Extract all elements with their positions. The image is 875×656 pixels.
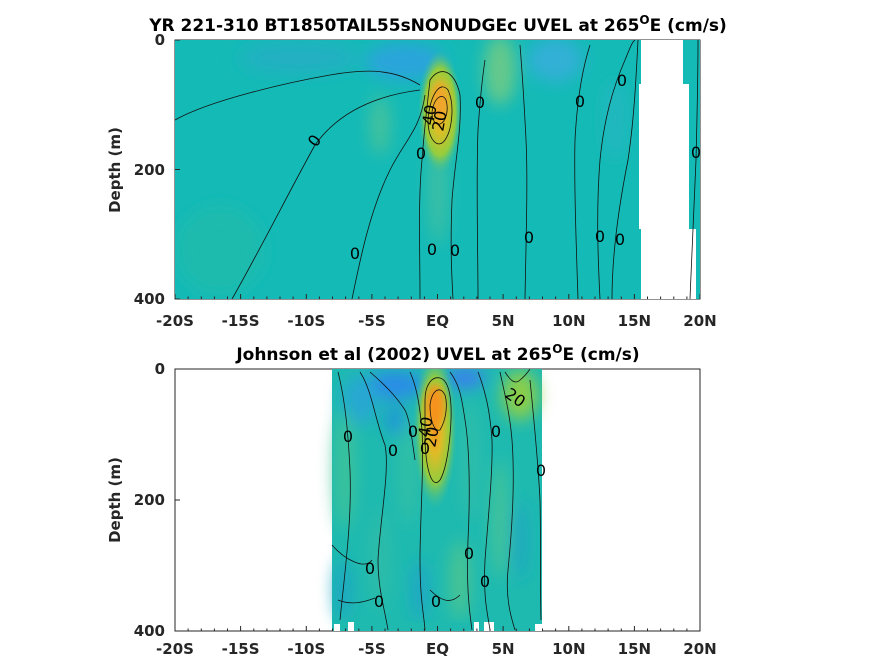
y-tick-label: 200 xyxy=(134,161,165,179)
contour-label: 0 xyxy=(491,422,501,441)
contour-label: 0 xyxy=(416,144,426,163)
x-tick-label: -15S xyxy=(222,312,260,330)
contour-label: 0 xyxy=(420,439,430,458)
y-tick-label: 0 xyxy=(155,360,165,378)
contour-label: 20 xyxy=(420,425,442,448)
x-tick-label: -15S xyxy=(222,640,260,656)
contour-label: 0 xyxy=(374,592,384,611)
x-tick-label: -20S xyxy=(156,312,194,330)
x-tick-label: -10S xyxy=(287,640,325,656)
x-tick-label: 5N xyxy=(492,640,515,656)
bottom-y-ticks: 0 200 400 xyxy=(134,360,180,640)
x-tick-marks xyxy=(174,626,701,631)
bottom-contour-labels: 0 0 0 40 0 20 20 0 0 0 0 0 0 0 xyxy=(343,384,546,611)
x-tick-label: -5S xyxy=(358,312,385,330)
top-contour-lines xyxy=(175,40,699,299)
bottom-contour-lines xyxy=(331,369,542,631)
contour-label: 0 xyxy=(524,228,534,247)
bottom-panel: Johnson et al (2002) UVEL at 265OE (cm/s… xyxy=(106,342,717,656)
contour-label: 40 xyxy=(414,415,436,438)
contour-label: 0 xyxy=(617,71,627,90)
contour-label: 0 xyxy=(595,227,605,246)
contour-label: 0 xyxy=(365,559,375,578)
y-tick-marks xyxy=(175,368,180,632)
x-tick-label: 10N xyxy=(552,640,585,656)
x-tick-label: -10S xyxy=(287,312,325,330)
x-tick-label: 10N xyxy=(552,312,585,330)
contour-label: 0 xyxy=(536,461,546,480)
contour-label: 0 xyxy=(475,93,485,112)
top-panel: YR 221-310 BT1850TAIL55sNONUDGEc UVEL at… xyxy=(106,13,727,330)
x-tick-label: 15N xyxy=(618,312,651,330)
contour-label: 40 xyxy=(418,103,440,126)
bottom-y-axis-label: Depth (m) xyxy=(106,457,124,543)
contour-label: 0 xyxy=(427,240,437,259)
contour-label: 0 xyxy=(575,92,585,111)
contour-label: 0 xyxy=(480,572,490,591)
x-tick-label: 20N xyxy=(683,640,716,656)
x-tick-marks xyxy=(174,294,701,299)
top-y-axis-label: Depth (m) xyxy=(106,127,124,213)
contour-label: 0 xyxy=(343,427,353,446)
y-tick-label: 400 xyxy=(134,290,165,308)
contour-label: 20 xyxy=(428,109,450,132)
contour-label: 0 xyxy=(450,241,460,260)
top-y-ticks: 0 200 400 xyxy=(134,31,180,308)
x-tick-label: -5S xyxy=(358,640,385,656)
top-x-ticks: -20S -15S -10S -5S EQ 5N 10N 15N 20N xyxy=(156,294,717,330)
y-tick-label: 400 xyxy=(134,622,165,640)
x-tick-label: -20S xyxy=(156,640,194,656)
x-tick-label: EQ xyxy=(426,640,449,656)
x-tick-label: 15N xyxy=(618,640,651,656)
contour-label: 0 xyxy=(388,441,398,460)
contour-label: 0 xyxy=(464,544,474,563)
top-heatmap-field xyxy=(175,40,700,299)
x-tick-label: 5N xyxy=(492,312,515,330)
top-chart-title: YR 221-310 BT1850TAIL55sNONUDGEc UVEL at… xyxy=(148,13,727,36)
contour-label: 0 xyxy=(408,422,418,441)
x-tick-label: 20N xyxy=(683,312,716,330)
bottom-chart-title: Johnson et al (2002) UVEL at 265OE (cm/s… xyxy=(235,342,639,365)
bottom-x-ticks: -20S -15S -10S -5S EQ 5N 10N 15N 20N xyxy=(156,626,717,656)
y-tick-label: 0 xyxy=(155,31,165,49)
contour-label: 0 xyxy=(350,244,360,263)
contour-label: 0 xyxy=(691,143,701,162)
contour-label: 0 xyxy=(615,230,625,249)
x-tick-label: EQ xyxy=(426,312,449,330)
contour-label: 0 xyxy=(431,592,441,611)
y-tick-marks xyxy=(175,39,180,300)
y-tick-label: 200 xyxy=(134,491,165,509)
